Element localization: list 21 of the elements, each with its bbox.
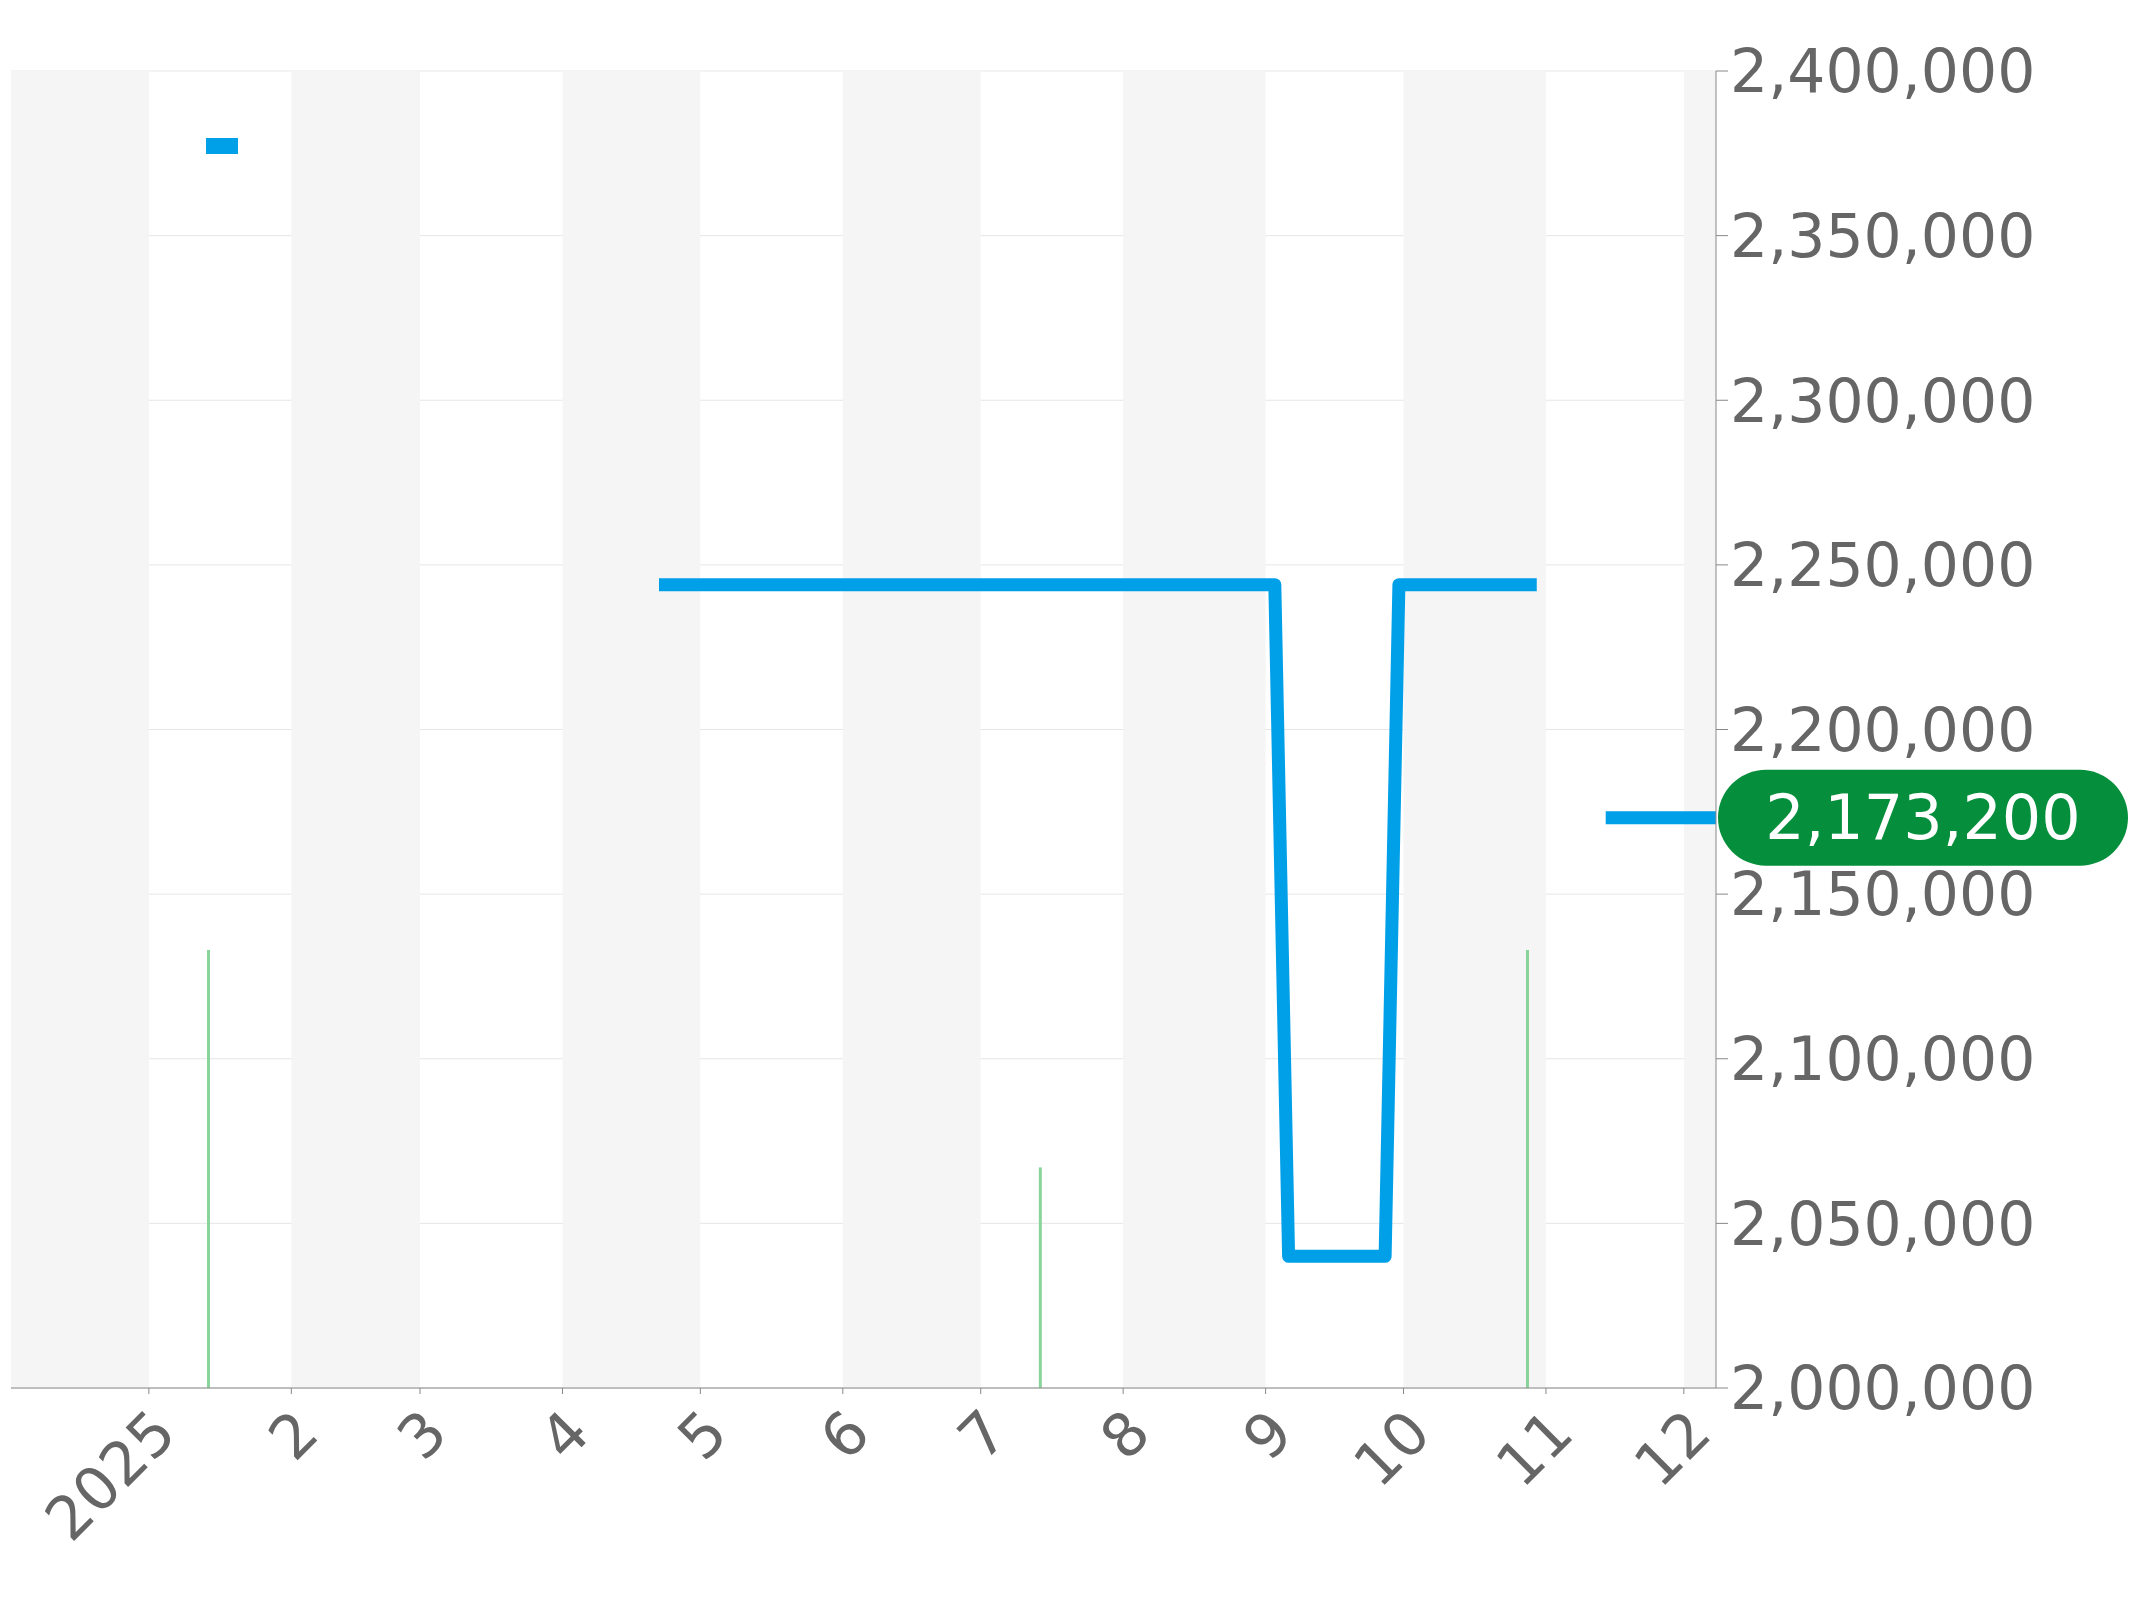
x-tick-label: 8	[1086, 1396, 1164, 1474]
y-tick-label: 2,250,000	[1730, 530, 2036, 601]
x-tick-label: 2	[254, 1396, 332, 1474]
x-tick-label: 7	[944, 1396, 1021, 1474]
y-tick-label: 2,400,000	[1730, 36, 2036, 107]
y-tick-label: 2,100,000	[1730, 1024, 2036, 1095]
x-tick-label: 10	[1340, 1396, 1444, 1501]
x-tick-label: 11	[1482, 1396, 1586, 1501]
y-tick-label: 2,300,000	[1730, 365, 2036, 436]
y-tick-label: 2,200,000	[1730, 694, 2036, 765]
x-tick-label: 9	[1229, 1396, 1306, 1474]
data-label: 2,173,200	[1765, 781, 2081, 855]
y-tick-label: 2,000,000	[1730, 1353, 2036, 1424]
x-tick-label: 6	[806, 1396, 883, 1474]
y-tick-label: 2,350,000	[1730, 200, 2036, 271]
x-tick-label: 4	[526, 1396, 603, 1474]
y-tick-label: 2,150,000	[1730, 859, 2036, 930]
x-tick-label: 5	[663, 1396, 741, 1474]
x-tick-label: 12	[1620, 1396, 1724, 1501]
y-tick-label: 2,050,000	[1730, 1188, 2036, 1259]
x-tick-label: 3	[383, 1396, 461, 1474]
